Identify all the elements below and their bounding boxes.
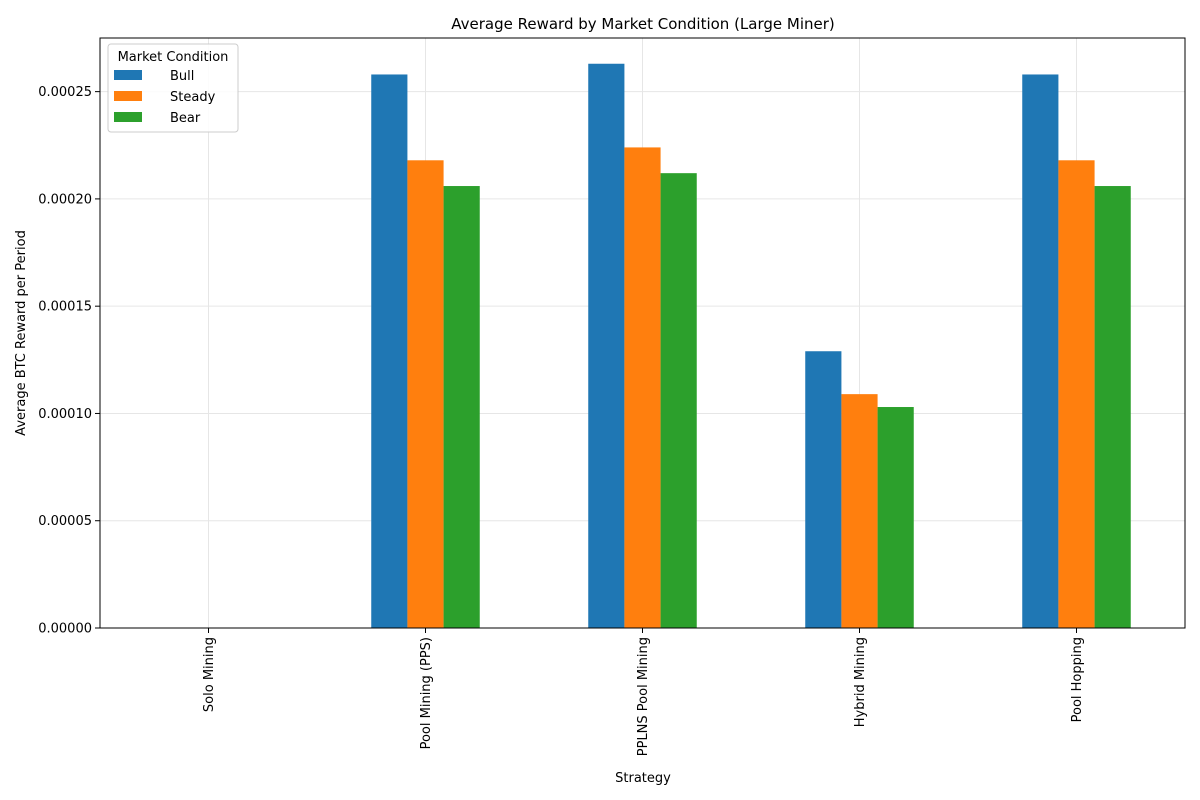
- y-tick-label: 0.00015: [38, 300, 92, 315]
- bar-bear: [443, 186, 480, 628]
- x-axis-ticks: Solo Mining Pool Mining (PPS) PPLNS Pool M…: [202, 628, 1085, 756]
- bar-bull: [371, 74, 408, 629]
- y-axis-ticks: 0.00000 0.00005 0.00010 0.00015 0.00020 0.000…: [38, 85, 100, 637]
- bar-bull: [588, 63, 625, 628]
- bar-bear: [877, 407, 914, 628]
- legend-title: Market Condition: [118, 50, 229, 65]
- legend-label: Steady: [170, 90, 216, 105]
- y-tick-label: 0.00025: [38, 85, 92, 100]
- bar-steady: [1058, 160, 1095, 629]
- legend-swatch: [114, 91, 142, 101]
- legend-label: Bull: [170, 69, 194, 84]
- bar-steady: [841, 394, 878, 628]
- y-tick-label: 0.00010: [38, 407, 92, 422]
- y-axis-label: Average BTC Reward per Period: [14, 230, 29, 436]
- legend-swatch: [114, 70, 142, 80]
- bars: [371, 63, 1131, 629]
- y-tick-label: 0.00020: [38, 192, 92, 207]
- y-tick-label: 0.00000: [38, 622, 92, 637]
- chart-title: Average Reward by Market Condition (Larg…: [451, 15, 835, 33]
- x-axis-label: Strategy: [615, 771, 671, 786]
- bar-steady: [624, 147, 661, 628]
- legend: Market Condition Bull Steady Bear: [107, 43, 239, 133]
- x-tick-label: PPLNS Pool Mining: [636, 637, 651, 756]
- bar-steady: [407, 160, 444, 629]
- x-tick-label: Pool Hopping: [1070, 637, 1085, 722]
- bar-bull: [805, 351, 842, 628]
- bar-bear: [660, 173, 697, 628]
- legend-swatch: [114, 112, 142, 122]
- legend-items: Bull Steady Bear: [114, 69, 216, 126]
- x-tick-label: Solo Mining: [202, 637, 217, 712]
- legend-box: [107, 43, 239, 133]
- legend-label: Bear: [170, 111, 201, 126]
- x-tick-label: Hybrid Mining: [853, 637, 868, 727]
- x-tick-label: Pool Mining (PPS): [419, 637, 434, 749]
- bar-bull: [1022, 74, 1059, 629]
- y-tick-label: 0.00005: [38, 514, 92, 529]
- bar-bear: [1094, 186, 1131, 628]
